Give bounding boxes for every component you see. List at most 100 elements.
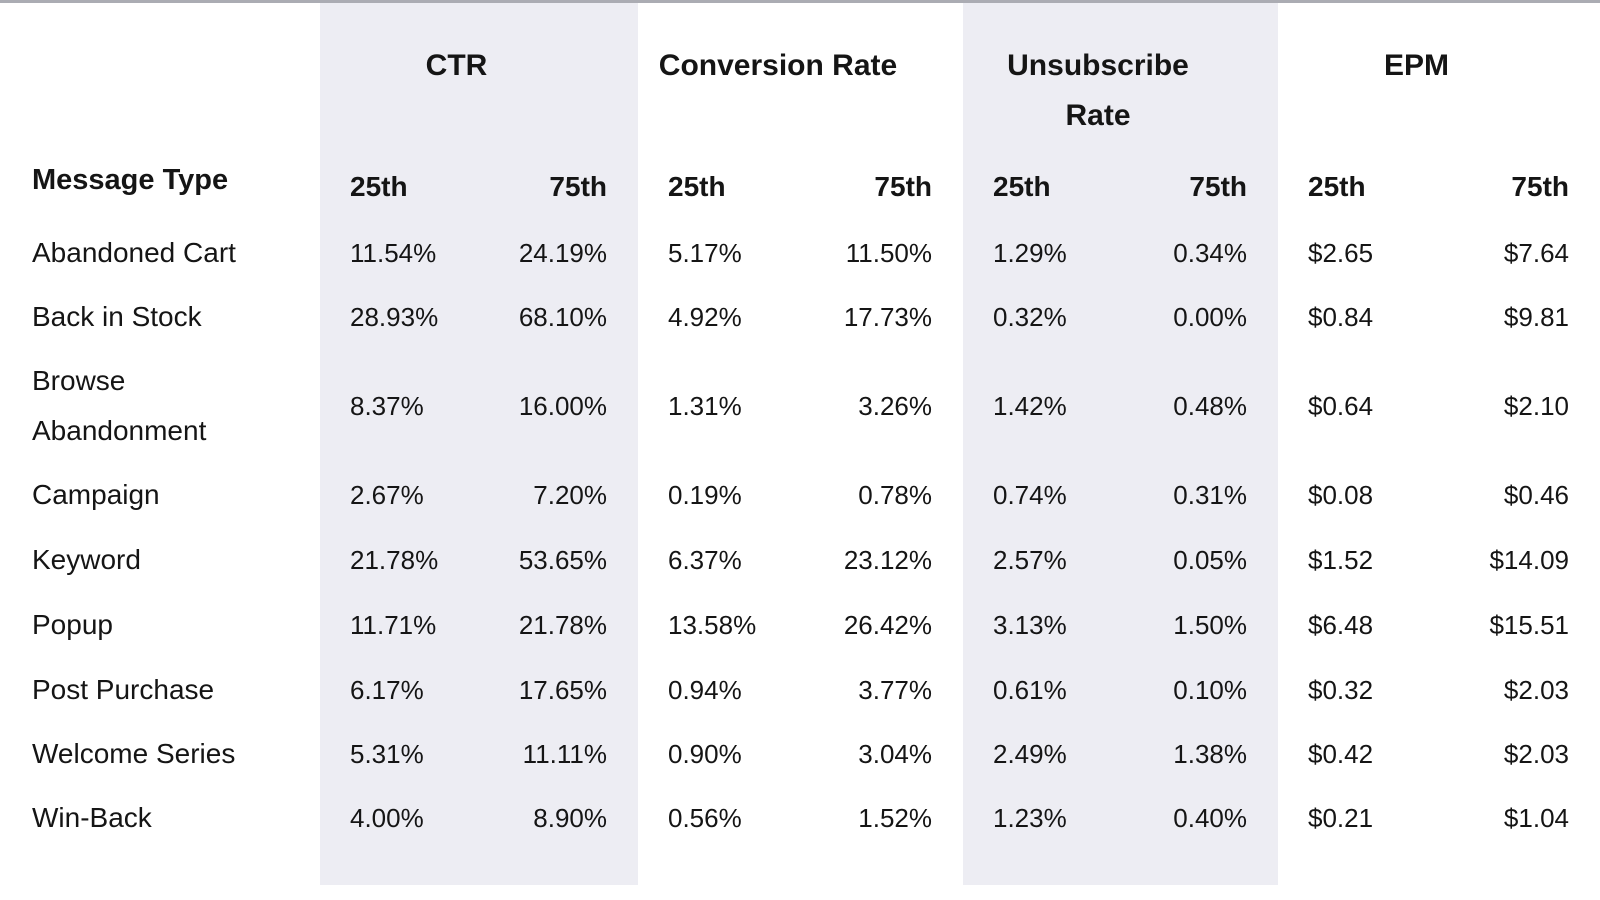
conversion-25th-value: 0.56% <box>668 803 742 833</box>
benchmark-table: CTR Conversion Rate Unsubscribe Rate EPM… <box>0 3 1600 885</box>
unsubscribe-25th-value: 1.23% <box>963 786 1120 850</box>
bottom-spacer <box>1120 850 1278 885</box>
unsubscribe-75th-value: 0.31% <box>1120 463 1278 527</box>
epm-25th-value: $0.32 <box>1308 674 1374 705</box>
epm-25th-value: $0.42 <box>1308 739 1374 769</box>
unsubscribe-75th-value: 1.38% <box>1120 722 1278 786</box>
conversion-75th-value: 3.77% <box>858 674 932 705</box>
ctr-25th-value: 11.71% <box>320 592 479 657</box>
ctr-25th-value: 4.00% <box>320 786 479 850</box>
ctr-25th-value: 21.78% <box>320 527 479 592</box>
ctr-75th-value: 68.10% <box>479 285 638 349</box>
message-type-header: Message Type <box>32 164 229 196</box>
epm-25th-value: $2.65 <box>1308 238 1374 268</box>
bottom-spacer <box>963 850 1120 885</box>
group-header-unsubscribe-rate-label: Unsubscribe Rate <box>1007 49 1189 132</box>
ctr-25th-value: 28.93% <box>320 285 479 349</box>
conversion-25th-value: 0.94% <box>668 674 742 705</box>
bottom-spacer <box>479 850 638 885</box>
epm-75th-header: 75th <box>1511 171 1569 202</box>
ctr-25th-value: 6.17% <box>320 657 479 722</box>
conversion-75th-value: 0.78% <box>858 480 932 510</box>
epm-25th-value: $0.21 <box>1308 803 1374 833</box>
top-rule <box>0 0 1600 3</box>
row-label: Win-Back <box>32 802 152 833</box>
ctr-75th-value: 8.90% <box>479 786 638 850</box>
epm-75th-value: $9.81 <box>1503 302 1569 332</box>
unsubscribe-25th-value: 1.42% <box>963 349 1120 463</box>
conversion-25th-value: 6.37% <box>668 544 742 575</box>
bottom-spacer <box>638 850 801 885</box>
unsubscribe-25th-value: 0.61% <box>963 657 1120 722</box>
ctr-75th-value: 16.00% <box>479 349 638 463</box>
epm-25th-value: $1.52 <box>1308 544 1374 575</box>
epm-75th-value: $15.51 <box>1489 609 1569 640</box>
bottom-spacer <box>0 850 320 885</box>
unsubscribe-25th-header: 25th <box>963 139 1120 221</box>
ctr-25th-value: 5.31% <box>320 722 479 786</box>
epm-25th-header: 25th <box>1308 171 1366 202</box>
unsubscribe-25th-value: 3.13% <box>963 592 1120 657</box>
conversion-25th-header: 25th <box>668 171 726 202</box>
epm-75th-value: $2.03 <box>1503 674 1569 705</box>
row-label: Abandoned Cart <box>32 237 236 268</box>
ctr-75th-value: 24.19% <box>479 221 638 285</box>
row-label: Post Purchase <box>32 673 215 705</box>
conversion-75th-value: 23.12% <box>843 544 932 575</box>
conversion-25th-value: 13.58% <box>668 609 757 640</box>
epm-75th-value: $2.10 <box>1503 391 1569 421</box>
unsubscribe-75th-value: 0.40% <box>1120 786 1278 850</box>
conversion-25th-value: 1.31% <box>668 391 742 421</box>
ctr-25th-value: 11.54% <box>320 221 479 285</box>
group-header-epm-label: EPM <box>1383 49 1449 82</box>
unsubscribe-75th-value: 1.50% <box>1120 592 1278 657</box>
unsubscribe-25th-value: 1.29% <box>963 221 1120 285</box>
unsubscribe-75th-header: 75th <box>1120 139 1278 221</box>
conversion-75th-value: 3.26% <box>858 391 932 421</box>
conversion-25th-value: 0.19% <box>668 480 742 510</box>
unsubscribe-25th-value: 0.32% <box>963 285 1120 349</box>
unsubscribe-75th-value: 0.00% <box>1120 285 1278 349</box>
bottom-spacer <box>320 850 479 885</box>
conversion-25th-value: 5.17% <box>668 238 742 268</box>
ctr-75th-value: 53.65% <box>479 527 638 592</box>
row-label: Keyword <box>32 543 141 575</box>
epm-75th-value: $0.46 <box>1503 480 1569 510</box>
conversion-75th-value: 11.50% <box>845 238 932 268</box>
ctr-75th-value: 11.11% <box>479 722 638 786</box>
group-header-ctr-label: CTR <box>425 49 488 82</box>
unsubscribe-25th-value: 2.57% <box>963 527 1120 592</box>
conversion-75th-value: 26.42% <box>843 609 932 640</box>
conversion-75th-value: 1.52% <box>858 803 932 833</box>
group-header-conversion-rate-label: Conversion Rate <box>658 49 898 82</box>
unsubscribe-25th-value: 0.74% <box>963 463 1120 527</box>
unsubscribe-25th-value: 2.49% <box>963 722 1120 786</box>
ctr-25th-header: 25th <box>320 139 479 221</box>
epm-25th-value: $0.64 <box>1308 391 1374 421</box>
unsubscribe-75th-value: 0.10% <box>1120 657 1278 722</box>
conversion-25th-value: 0.90% <box>668 739 742 769</box>
epm-25th-value: $0.84 <box>1308 302 1374 332</box>
conversion-75th-value: 17.73% <box>843 302 932 332</box>
conversion-75th-header: 75th <box>874 171 932 202</box>
epm-75th-value: $1.04 <box>1503 803 1569 833</box>
ctr-75th-value: 21.78% <box>479 592 638 657</box>
epm-25th-value: $0.08 <box>1308 480 1374 510</box>
ctr-75th-value: 7.20% <box>479 463 638 527</box>
epm-75th-value: $7.64 <box>1503 238 1569 268</box>
group-header-ctr: CTR <box>320 3 638 139</box>
unsubscribe-75th-value: 0.48% <box>1120 349 1278 463</box>
ctr-25th-value: 8.37% <box>320 349 479 463</box>
unsubscribe-75th-value: 0.34% <box>1120 221 1278 285</box>
row-label: Welcome Series <box>32 738 236 769</box>
bottom-spacer <box>1278 850 1439 885</box>
row-label: Campaign <box>32 479 160 510</box>
ctr-75th-header: 75th <box>479 139 638 221</box>
row-label: Popup <box>32 608 113 640</box>
epm-25th-value: $6.48 <box>1308 609 1374 640</box>
group-header-conversion-rate: Conversion Rate <box>638 3 963 139</box>
group-header-unsubscribe-rate: Unsubscribe Rate <box>963 3 1278 139</box>
bottom-spacer <box>1439 850 1600 885</box>
ctr-25th-value: 2.67% <box>320 463 479 527</box>
